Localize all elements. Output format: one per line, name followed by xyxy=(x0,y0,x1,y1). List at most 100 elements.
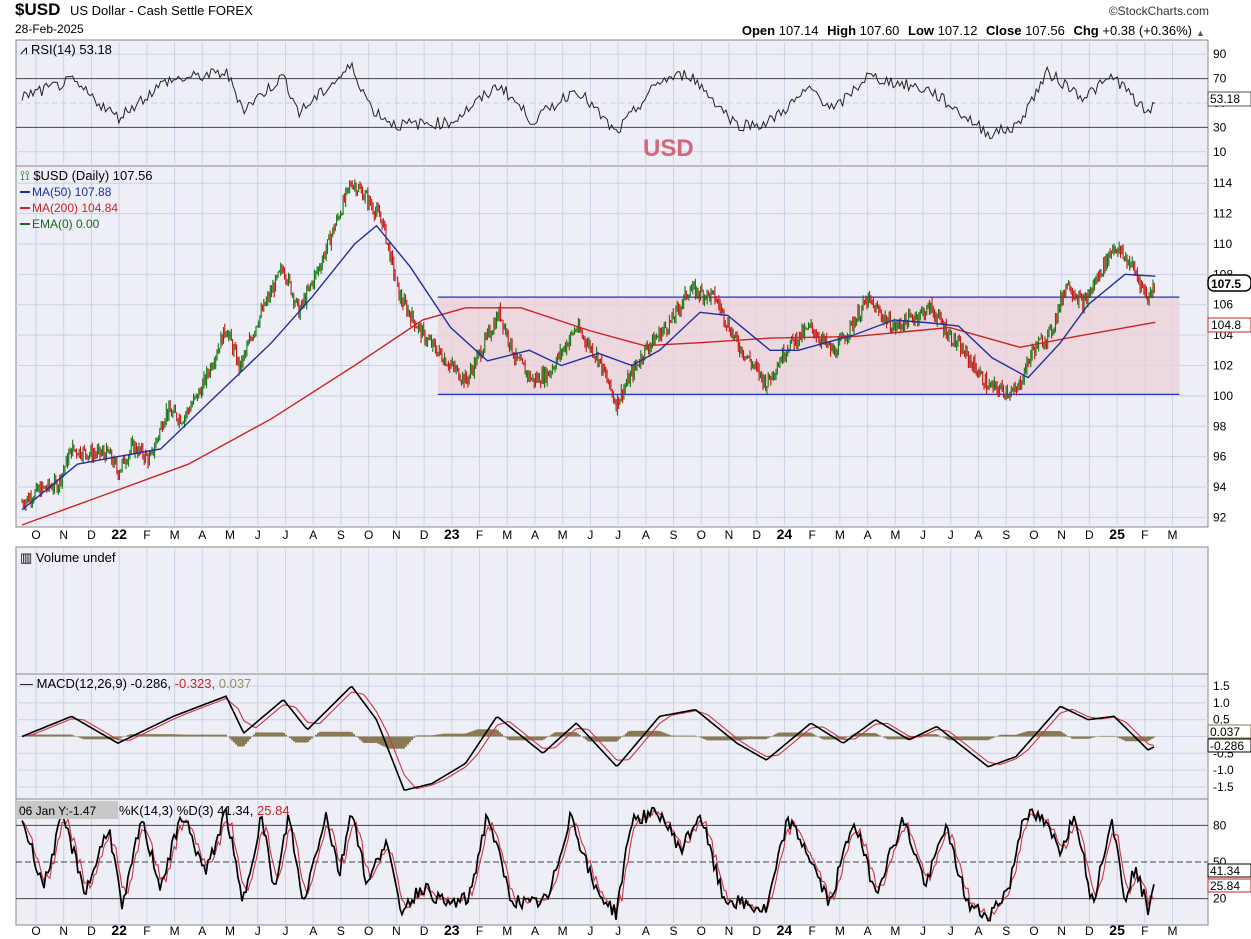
x-tick-label: F xyxy=(476,924,483,938)
x-tick-label: J xyxy=(282,528,288,542)
volume-icon: ▥ xyxy=(20,550,32,565)
svg-text:0.037: 0.037 xyxy=(1210,725,1240,739)
x-tick-label: J xyxy=(282,924,288,938)
price-tick: 112 xyxy=(1213,207,1232,221)
price-tick: 98 xyxy=(1213,419,1227,433)
stoch-tick: 20 xyxy=(1213,892,1227,906)
macd-line-tag: -0.286 xyxy=(1207,738,1251,753)
x-tick-label: S xyxy=(337,528,345,542)
stoch-tick: 80 xyxy=(1213,818,1227,832)
ohlc-readout: Open 107.14 High 107.60 Low 107.12 Close… xyxy=(742,23,1197,38)
x-tick-label: S xyxy=(1002,924,1010,938)
ma50-line xyxy=(21,224,1156,511)
price-tick: 96 xyxy=(1213,450,1227,464)
x-tick-label: S xyxy=(670,528,678,542)
price-current-tag: 107.5 xyxy=(1207,274,1251,292)
x-tick-label: F xyxy=(1141,528,1148,542)
x-tick-label: A xyxy=(198,924,206,938)
price-tick: 92 xyxy=(1213,510,1227,524)
x-tick-label: N xyxy=(392,528,401,542)
x-tick-label: O xyxy=(1029,924,1038,938)
x-tick-label: D xyxy=(752,924,761,938)
brand-logo[interactable]: ©StockCharts.com xyxy=(1108,4,1209,18)
x-tick-label: D xyxy=(1085,924,1094,938)
x-tick-label: M xyxy=(558,924,568,938)
rsi-tick: 10 xyxy=(1213,145,1227,159)
stoch-series xyxy=(21,806,1155,922)
price-tick: 94 xyxy=(1213,480,1227,494)
x-tick-label: O xyxy=(31,924,40,938)
candle-icon: ⟟⟟ xyxy=(20,168,30,183)
price-legend-ema: EMA(0) 0.00 xyxy=(20,217,100,231)
x-tick-label: A xyxy=(642,528,650,542)
x-tick-label: M xyxy=(170,528,180,542)
x-tick-label: O xyxy=(364,528,373,542)
price-tick: 114 xyxy=(1213,176,1232,190)
x-tick-label: M xyxy=(835,924,845,938)
ohlc-high: High 107.60 xyxy=(827,23,900,38)
ohlc-close: Close 107.56 xyxy=(986,23,1065,38)
x-tick-label: O xyxy=(364,924,373,938)
rsi-label: ⩘ RSI(14) 53.18 xyxy=(20,42,112,57)
macd-tick: 1.5 xyxy=(1213,679,1230,693)
scroll-up-icon[interactable]: ▲ xyxy=(1196,28,1205,38)
rsi-tick: 90 xyxy=(1213,47,1227,61)
x-tick-label: M xyxy=(1168,924,1178,938)
x-tick-label: N xyxy=(392,924,401,938)
x-tick-label: 22 xyxy=(111,526,127,542)
trading-range xyxy=(437,296,1180,395)
chart-date: 28-Feb-2025 xyxy=(15,22,84,36)
stoch-d-line xyxy=(21,808,1155,920)
x-tick-label: 24 xyxy=(777,526,793,542)
price-series xyxy=(21,179,1156,526)
ma200-current-tag: 104.8 xyxy=(1207,317,1251,333)
rsi-tick: 30 xyxy=(1213,120,1227,134)
ma200-line xyxy=(21,307,1156,526)
x-tick-label: J xyxy=(587,924,593,938)
macd-tick: -1.5 xyxy=(1213,780,1234,794)
rsi-line xyxy=(21,61,1156,140)
x-tick-label: M xyxy=(225,924,235,938)
x-tick-label: 24 xyxy=(777,922,793,938)
stoch-label: %K(14,3) %D(3) 41.34, 25.84 xyxy=(119,803,290,818)
x-tick-label: J xyxy=(615,528,621,542)
volume-panel[interactable] xyxy=(15,546,1209,675)
macd-tick: -1.0 xyxy=(1213,763,1234,777)
x-tick-label: A xyxy=(864,924,872,938)
x-tick-label: M xyxy=(225,528,235,542)
x-tick-label: 23 xyxy=(444,526,460,542)
x-tick-label: O xyxy=(1029,528,1038,542)
stoch-k-tag: 41.34 xyxy=(1207,863,1251,878)
volume-label: ▥ Volume undef xyxy=(20,550,116,565)
x-tick-label: F xyxy=(476,528,483,542)
rsi-icon: ⩘ xyxy=(20,42,27,57)
x-tick-label: A xyxy=(198,528,206,542)
rsi-tick: 70 xyxy=(1213,72,1227,86)
x-tick-label: 25 xyxy=(1109,526,1125,542)
x-tick-label: M xyxy=(890,924,900,938)
symbol-description: US Dollar - Cash Settle FOREX xyxy=(70,3,253,18)
x-tick-label: M xyxy=(502,924,512,938)
svg-text:53.18: 53.18 xyxy=(1210,92,1240,106)
x-tick-label: S xyxy=(670,924,678,938)
macd-hist-tag: 0.037 xyxy=(1207,724,1251,739)
x-tick-label: A xyxy=(642,924,650,938)
price-legend-main: ⟟⟟ $USD (Daily) 107.56 xyxy=(20,168,153,183)
x-tick-label: D xyxy=(752,528,761,542)
price-tick: 102 xyxy=(1213,359,1233,373)
ma200-label: MA(200) 104.84 xyxy=(32,201,118,215)
svg-text:104.8: 104.8 xyxy=(1211,318,1241,332)
ohlc-open: Open 107.14 xyxy=(741,23,819,38)
x-tick-label: D xyxy=(420,924,429,938)
x-tick-label: N xyxy=(1057,528,1066,542)
x-tick-label: A xyxy=(531,924,539,938)
svg-text:25.84: 25.84 xyxy=(1210,879,1240,893)
x-tick-label: D xyxy=(1085,528,1094,542)
macd-label: — MACD(12,26,9) -0.286, -0.323, 0.037 xyxy=(20,676,251,691)
stoch-d-tag: 25.84 xyxy=(1207,878,1251,893)
price-legend-ma50: MA(50) 107.88 xyxy=(20,185,112,199)
x-tick-label: J xyxy=(920,924,926,938)
x-tick-label: M xyxy=(835,528,845,542)
ohlc-low: Low 107.12 xyxy=(908,23,978,38)
